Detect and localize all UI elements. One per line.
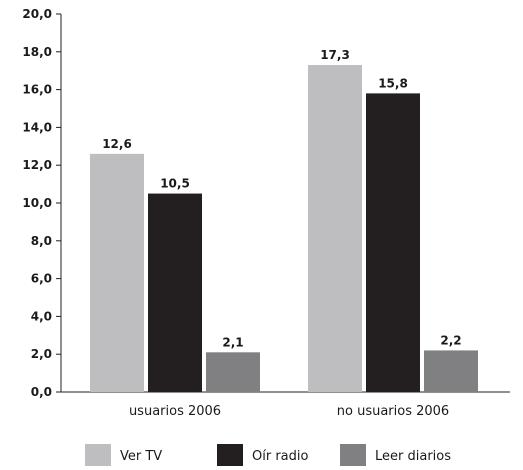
- data-label: 10,5: [160, 177, 190, 191]
- data-label: 17,3: [320, 48, 350, 62]
- legend-swatch: [340, 444, 366, 466]
- bar: [366, 93, 420, 392]
- category-label: no usuarios 2006: [337, 404, 449, 419]
- bar: [148, 193, 202, 392]
- data-label: 2,2: [440, 333, 461, 347]
- bar: [424, 350, 478, 392]
- y-tick-label: 2,0: [31, 347, 52, 361]
- y-tick-label: 14,0: [22, 120, 52, 134]
- y-tick-label: 12,0: [22, 158, 52, 172]
- y-tick-label: 6,0: [31, 272, 52, 286]
- y-tick-label: 8,0: [31, 234, 52, 248]
- y-tick-label: 18,0: [22, 45, 52, 59]
- y-tick-label: 10,0: [22, 196, 52, 210]
- data-label: 2,1: [222, 335, 243, 349]
- data-label: 12,6: [102, 137, 132, 151]
- legend-label: Leer diarios: [375, 449, 451, 464]
- legend: Ver TV Oír radio Leer diarios: [85, 444, 451, 466]
- legend-label: Ver TV: [120, 449, 162, 464]
- y-tick-label: 20,0: [22, 7, 52, 21]
- y-axis: 0,0 2,0 4,0 6,0 8,0 10,0 12,0 14,0 16,0 18,0 20,0: [22, 7, 62, 399]
- data-labels: 12,6 10,5 2,1 17,3 15,8 2,2: [102, 48, 461, 349]
- legend-swatch: [85, 444, 111, 466]
- legend-label: Oír radio: [252, 449, 308, 464]
- bar: [90, 153, 144, 392]
- bar: [206, 352, 260, 392]
- category-label: usuarios 2006: [129, 404, 221, 419]
- legend-swatch: [217, 444, 243, 466]
- bar: [308, 65, 362, 392]
- data-label: 15,8: [378, 76, 408, 90]
- y-tick-label: 4,0: [31, 309, 52, 323]
- category-labels: usuarios 2006 no usuarios 2006: [129, 404, 449, 419]
- y-tick-label: 0,0: [31, 385, 52, 399]
- y-tick-label: 16,0: [22, 83, 52, 97]
- bars: [90, 65, 478, 392]
